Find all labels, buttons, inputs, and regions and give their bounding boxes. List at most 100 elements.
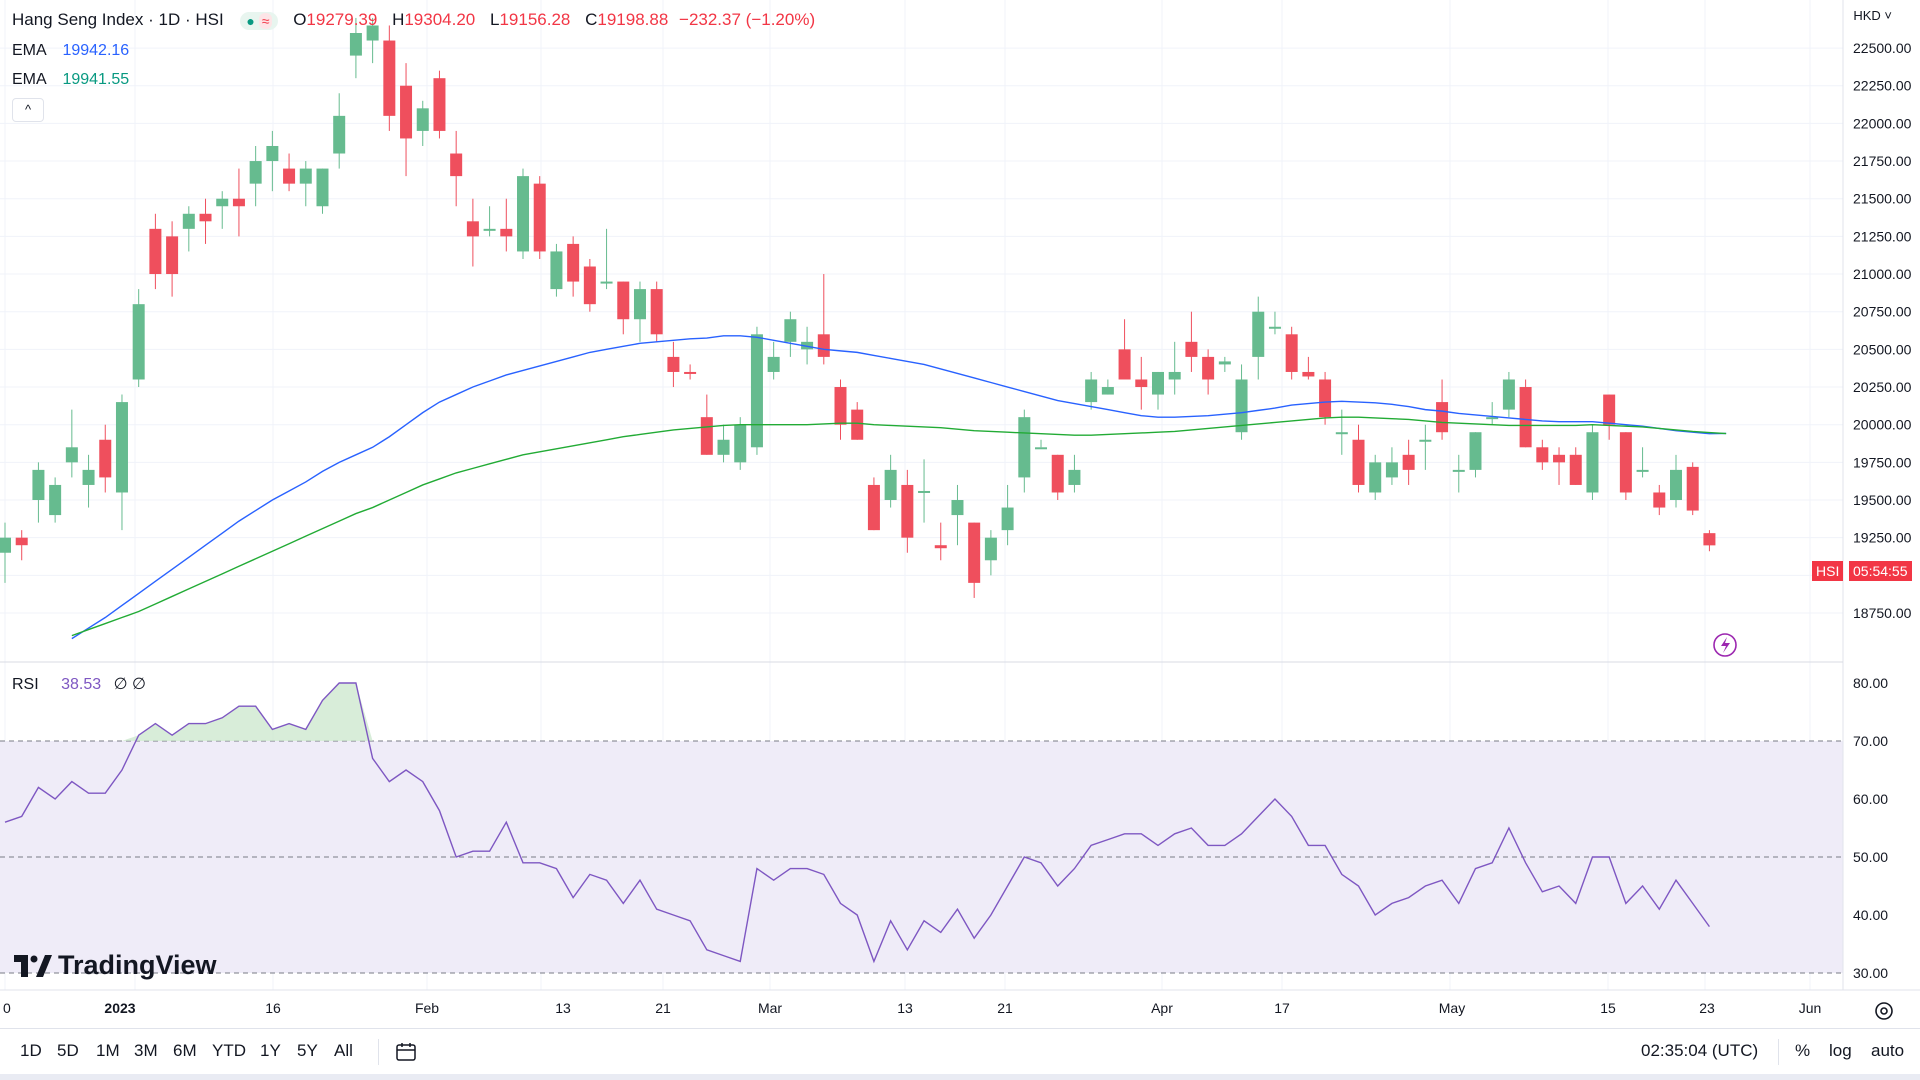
price-tick-label: 20000.00 [1853,417,1912,433]
candle [149,213,162,290]
candle-body [1085,379,1098,403]
candle [1319,371,1332,425]
log-toggle[interactable]: log [1829,1041,1852,1060]
candle-body [1302,371,1315,377]
candle [717,424,730,463]
rsi-tick-label: 80.00 [1853,675,1888,691]
timeframe-5d[interactable]: 5D [57,1041,79,1060]
candle-body [684,371,697,374]
candle [333,93,346,169]
candle-body [1519,387,1532,448]
candle [266,130,279,192]
price-tick-label: 21750.00 [1853,153,1912,169]
candle [115,394,128,531]
candle-body [1068,469,1081,485]
candle [15,530,28,561]
candle [1536,439,1549,470]
candle-body [1385,462,1398,478]
ema-1-value: 19942.16 [62,42,130,59]
candle [1402,439,1415,485]
candle [1586,424,1599,501]
candle-body [550,251,563,290]
time-tick-label: 0 [3,1000,11,1016]
candle-body [216,198,229,207]
candle-body [1603,394,1616,425]
auto-toggle[interactable]: auto [1871,1041,1905,1060]
candle-body [82,469,95,485]
candle-body [1118,349,1131,380]
timeframe-3m[interactable]: 3M [134,1041,158,1060]
rsi-legend[interactable]: RSI 38.53 ∅ ∅ [12,674,146,694]
timeframe-1m[interactable]: 1M [96,1041,120,1060]
candle [1101,379,1114,395]
bottom-strip [0,1074,1920,1080]
ema-legend-1[interactable]: EMA 19942.16 [12,42,129,60]
candle [583,258,596,312]
tradingview-logo[interactable]: TradingView [14,950,217,981]
percent-toggle[interactable]: % [1795,1041,1811,1060]
timeframe-6m[interactable]: 6M [173,1041,197,1060]
candle [784,311,797,357]
timeframe-1d[interactable]: 1D [20,1041,42,1060]
candle-body [1001,507,1014,531]
utc-clock[interactable]: 02:35:04 (UTC) [1641,1041,1759,1060]
candle [1218,356,1231,372]
delay-icon: ≈ [258,12,273,29]
candle-body [433,78,446,131]
candle-body [1135,379,1148,388]
candle [1335,409,1348,455]
close-value: 19198.88 [597,10,669,29]
timeframe-ytd[interactable]: YTD [212,1041,246,1060]
candle-body [1452,469,1465,472]
branding-text: TradingView [58,950,217,980]
candle [0,522,11,583]
candle [433,70,446,139]
candle-body [1268,326,1281,329]
candle [901,469,914,553]
symbol-legend: Hang Seng Index · 1D · HSI ● ≈ O19279.39… [12,10,815,30]
time-tick-label: 13 [555,1000,571,1016]
timeframe-1y[interactable]: 1Y [260,1041,281,1060]
candle-body [1553,454,1566,463]
candle-body [199,213,212,222]
candle [483,206,496,237]
candle [249,145,262,207]
candle [466,198,479,267]
candle [1603,394,1616,440]
candle [1051,454,1064,501]
candle [1469,432,1482,478]
date-range-icon[interactable] [395,1042,417,1062]
currency-selector[interactable]: HKD ˅ [1853,8,1892,23]
timeframe-5y[interactable]: 5Y [297,1041,318,1060]
ema-1-name: EMA [12,42,47,59]
symbol-title[interactable]: Hang Seng Index · 1D · HSI [12,10,224,29]
candle [517,168,530,259]
candle [1502,371,1515,418]
candle-body [366,25,379,41]
timeframe-all[interactable]: All [334,1041,353,1060]
candle [884,454,897,508]
candle-body [567,243,580,282]
lightning-icon[interactable] [1713,633,1737,657]
time-tick-label: 17 [1274,1000,1290,1016]
gear-icon[interactable] [1872,999,1896,1023]
bar-countdown: 05:54:55 [1849,561,1912,581]
market-status[interactable]: ● ≈ [240,11,279,30]
price-tick-label: 20750.00 [1853,304,1912,320]
candle-body [1619,432,1632,493]
rsi-line [4,682,1710,964]
candle-body [1202,356,1215,380]
candle [801,326,814,365]
ema-legend-2[interactable]: EMA 19941.55 [12,71,129,89]
candle [550,243,563,297]
chart-canvas[interactable]: 22500.00 22250.00 22000.00 21750.00 21500.00… [0,0,1920,1028]
time-tick-label: 16 [265,1000,281,1016]
candle [299,161,312,207]
candle [99,424,112,493]
candle-body [1436,402,1449,433]
toolbar-divider [378,1039,379,1065]
collapse-legend-button[interactable]: ^ [12,98,44,122]
candle [667,341,680,388]
candle-body [734,424,747,463]
candle-body [500,228,513,237]
